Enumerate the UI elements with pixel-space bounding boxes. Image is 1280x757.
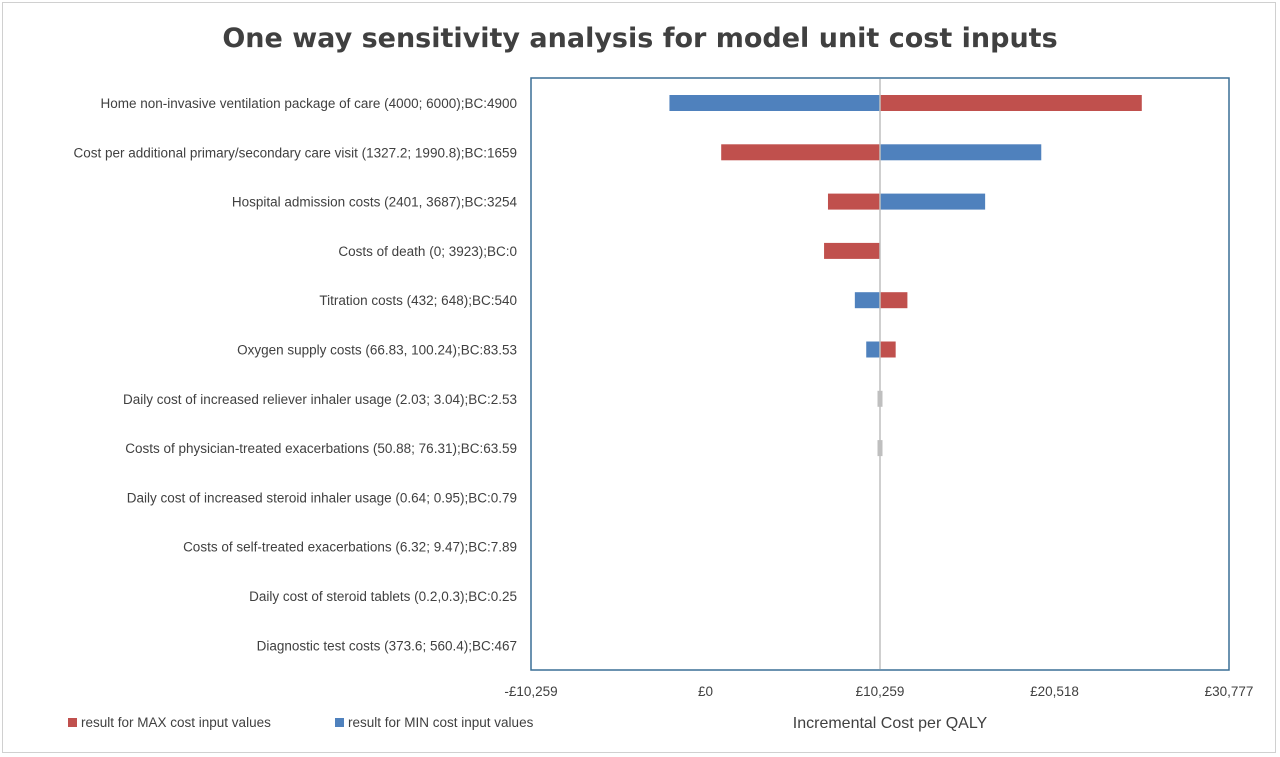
- bar-max-cost: [880, 341, 896, 358]
- bar-max-cost: [880, 292, 908, 309]
- category-label: Costs of death (0; 3923);BC:0: [338, 244, 517, 259]
- category-label: Oxygen supply costs (66.83, 100.24);BC:8…: [237, 343, 517, 358]
- bar-min-cost: [880, 144, 1042, 161]
- x-tick-label: £20,518: [1030, 684, 1079, 699]
- category-label: Diagnostic test costs (373.6; 560.4);BC:…: [257, 638, 517, 653]
- x-axis-tick-labels: -£10,259 £0 £10,259 £20,518 £30,777: [504, 684, 1253, 699]
- bar-max-cost: [827, 193, 880, 210]
- bar-max-cost: [721, 144, 880, 161]
- bars-layer: [669, 95, 1142, 457]
- category-label: Titration costs (432; 648);BC:540: [319, 293, 517, 308]
- x-tick-label: £0: [698, 684, 713, 699]
- x-axis-title: Incremental Cost per QALY: [793, 715, 988, 732]
- legend-swatch-max: [68, 718, 77, 727]
- bar-min-cost: [866, 341, 880, 358]
- x-tick-label: -£10,259: [504, 684, 557, 699]
- category-label: Daily cost of steroid tablets (0.2,0.3);…: [249, 589, 517, 604]
- bar-min-cost: [880, 193, 986, 210]
- category-label: Home non-invasive ventilation package of…: [100, 96, 517, 111]
- bar-min-cost: [669, 95, 880, 111]
- bar-max-cost: [824, 242, 880, 259]
- legend-label-max: result for MAX cost input values: [81, 715, 271, 730]
- category-label: Daily cost of increased steroid inhaler …: [127, 490, 517, 505]
- legend-label-min: result for MIN cost input values: [348, 715, 534, 730]
- category-label: Daily cost of increased reliever inhaler…: [123, 392, 517, 407]
- legend: result for MAX cost input values result f…: [68, 715, 534, 730]
- category-label: Hospital admission costs (2401, 3687);BC…: [232, 195, 518, 210]
- bar-min-cost: [854, 292, 880, 309]
- bar-max-cost: [880, 95, 1142, 111]
- plot-area: [530, 77, 1230, 671]
- category-label: Costs of self-treated exacerbations (6.3…: [183, 540, 517, 555]
- category-label: Costs of physician-treated exacerbations…: [125, 441, 517, 456]
- category-labels: Home non-invasive ventilation package of…: [74, 96, 518, 653]
- chart-title: One way sensitivity analysis for model u…: [222, 23, 1057, 54]
- x-tick-label: £10,259: [856, 684, 905, 699]
- category-label: Cost per additional primary/secondary ca…: [74, 145, 517, 160]
- legend-swatch-min: [335, 718, 344, 727]
- x-tick-label: £30,777: [1205, 684, 1254, 699]
